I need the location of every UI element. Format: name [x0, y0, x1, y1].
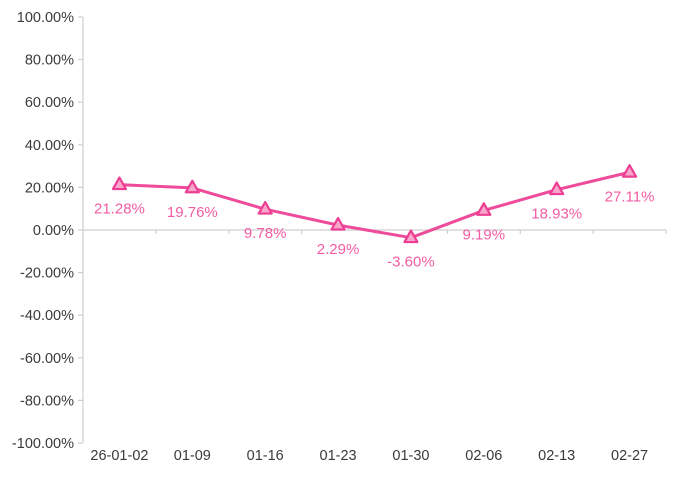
y-axis-tick-label: 60.00% [25, 95, 74, 111]
data-point-marker [111, 176, 128, 191]
data-point-marker [549, 181, 565, 196]
y-axis-tick-label: -40.00% [20, 308, 74, 324]
data-point-label: 2.29% [317, 241, 360, 258]
data-point-label: 27.11% [605, 188, 655, 205]
y-axis-tick-label: 100.00% [17, 10, 74, 26]
y-axis-tick-label: -80.00% [20, 393, 74, 409]
y-axis-tick-label: 40.00% [25, 138, 74, 154]
x-axis-label: 02-27 [611, 448, 648, 464]
data-point-label: 9.78% [244, 225, 287, 242]
data-point-label: 9.19% [463, 226, 506, 243]
data-point-label: 18.93% [531, 206, 582, 223]
x-axis-label: 01-30 [392, 448, 429, 464]
y-axis-tick-label: -100.00% [12, 436, 74, 452]
data-point-marker [403, 229, 419, 244]
data-point-label: -3.60% [387, 254, 435, 271]
y-axis-tick-label: 0.00% [33, 223, 74, 239]
data-point-marker [184, 179, 200, 194]
x-axis-label: 02-06 [465, 448, 502, 464]
x-axis-label: 01-09 [174, 448, 211, 464]
x-axis-label: 01-16 [247, 448, 284, 464]
y-axis-tick-label: -20.00% [20, 266, 74, 282]
data-point-label: 19.76% [167, 204, 218, 221]
y-axis-tick-label: 80.00% [25, 53, 74, 69]
data-point-marker [621, 164, 638, 178]
y-axis-tick-label: 20.00% [25, 180, 74, 196]
data-point-marker [476, 202, 492, 216]
data-point-label: 21.28% [94, 201, 145, 218]
x-axis-label: 26-01-02 [90, 448, 148, 464]
x-axis-label: 01-23 [320, 448, 357, 464]
data-point-marker [330, 216, 346, 231]
y-axis-tick-label: -60.00% [20, 351, 74, 367]
x-axis-label: 02-13 [538, 448, 575, 464]
data-series-line [117, 170, 632, 240]
data-point-marker [257, 200, 273, 215]
